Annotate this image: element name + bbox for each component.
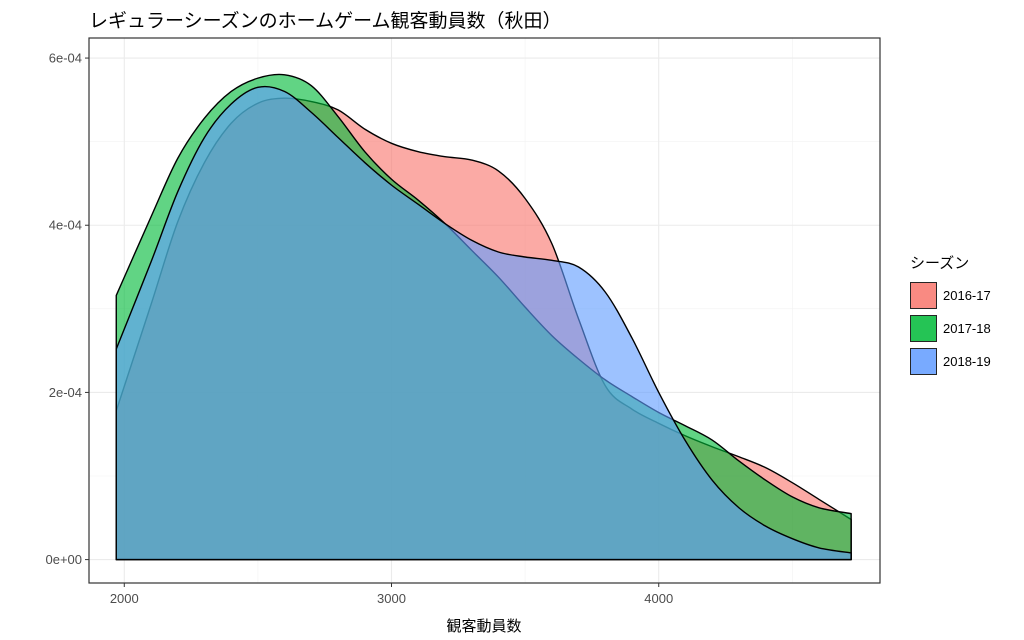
density-areas (115, 73, 852, 561)
axes: 2000 3000 4000 0e+00 2e-04 4e-04 6e-04 (45, 37, 881, 606)
x-tick-label: 2000 (110, 591, 139, 606)
panel-border (88, 37, 881, 584)
legend-title: シーズン (910, 254, 970, 272)
y-tick-label: 6e-04 (49, 51, 82, 66)
legend-label: 2018-19 (943, 354, 991, 369)
legend-label: 2016-17 (943, 288, 991, 303)
legend-item-2018-19: 2018-19 (910, 345, 991, 378)
density-area-2018-19 (115, 85, 852, 561)
x-axis-title: 観客動員数 (446, 617, 521, 635)
legend-swatch-2017-18 (910, 315, 937, 342)
y-tick-label: 0e+00 (45, 552, 82, 567)
x-tick-label: 3000 (377, 591, 406, 606)
legend-swatch-2018-19 (910, 348, 937, 375)
y-tick-label: 2e-04 (49, 385, 82, 400)
legend-item-2017-18: 2017-18 (910, 312, 991, 345)
legend-label: 2017-18 (943, 321, 991, 336)
legend-item-2016-17: 2016-17 (910, 279, 991, 312)
chart-title: レギュラーシーズンのホームゲーム観客動員数（秋田） (89, 10, 562, 32)
x-tick-label: 4000 (644, 591, 673, 606)
legend-swatch-2016-17 (910, 282, 937, 309)
y-tick-label: 4e-04 (49, 218, 82, 233)
legend: シーズン 2016-17 2017-18 2018-19 (910, 252, 991, 378)
